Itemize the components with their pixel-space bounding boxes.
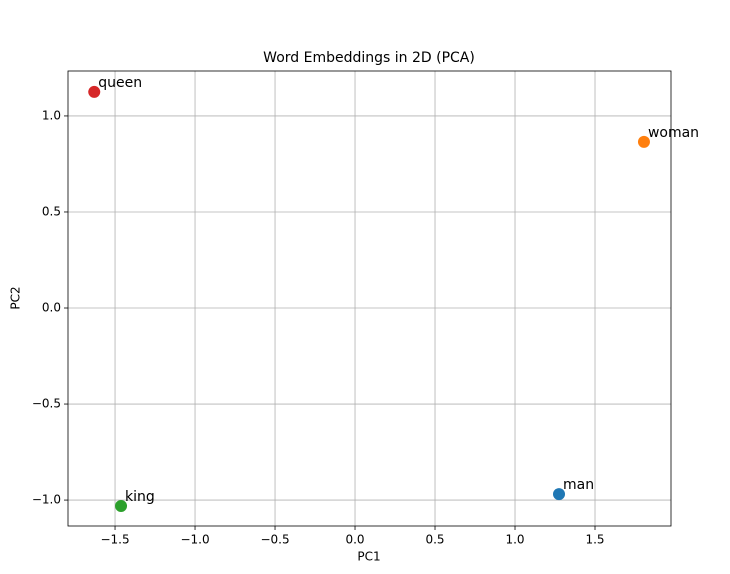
point-label: woman	[648, 125, 699, 141]
y-tick-label: 0.5	[42, 204, 61, 218]
x-axis-label: PC1	[357, 550, 380, 564]
point	[88, 85, 101, 98]
point-label: queen	[98, 75, 142, 91]
x-tick-label: −0.5	[260, 533, 289, 547]
x-tick-label: 1.0	[505, 533, 524, 547]
y-tick-label: −0.5	[32, 397, 61, 411]
x-tick-label: −1.0	[180, 533, 209, 547]
x-tick-label: −1.5	[100, 533, 129, 547]
x-tick-label: 0.0	[345, 533, 364, 547]
plot-frame	[67, 70, 672, 527]
point	[115, 500, 128, 513]
point	[637, 135, 650, 148]
y-tick-label: 0.0	[42, 301, 61, 315]
x-tick-label: 1.5	[585, 533, 604, 547]
point	[553, 488, 566, 501]
y-tick-label: 1.0	[42, 108, 61, 122]
x-tick-label: 0.5	[425, 533, 444, 547]
point-label: man	[563, 477, 594, 493]
point-label: king	[125, 489, 155, 505]
chart-title: Word Embeddings in 2D (PCA)	[263, 50, 475, 66]
y-tick-label: −1.0	[32, 493, 61, 507]
y-axis-label: PC2	[9, 286, 23, 309]
